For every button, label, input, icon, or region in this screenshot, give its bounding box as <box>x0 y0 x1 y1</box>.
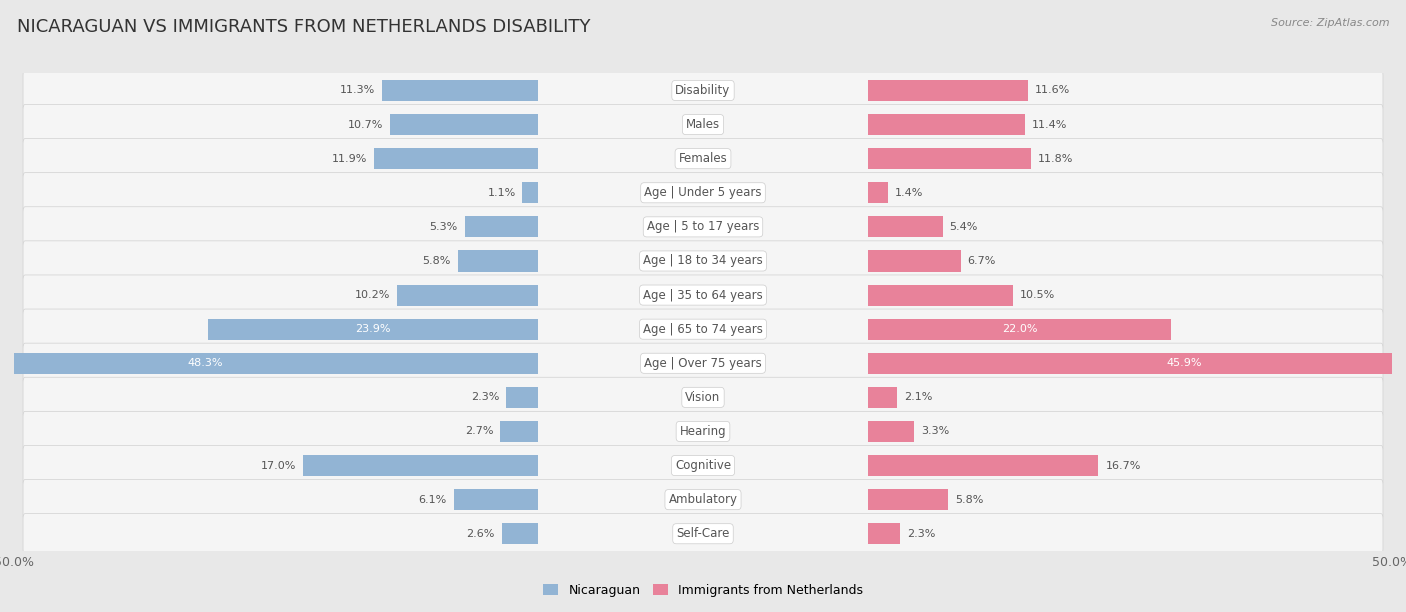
Text: 22.0%: 22.0% <box>1002 324 1038 334</box>
Text: 3.3%: 3.3% <box>921 427 949 436</box>
Text: 10.7%: 10.7% <box>347 119 384 130</box>
Text: 1.4%: 1.4% <box>894 188 922 198</box>
Bar <box>502 523 537 544</box>
Text: 2.3%: 2.3% <box>471 392 499 402</box>
Text: 5.8%: 5.8% <box>422 256 451 266</box>
Text: 10.5%: 10.5% <box>1019 290 1054 300</box>
FancyBboxPatch shape <box>22 70 1384 111</box>
Text: Males: Males <box>686 118 720 131</box>
Bar <box>506 387 537 408</box>
Text: 11.9%: 11.9% <box>332 154 367 163</box>
Bar <box>458 250 537 272</box>
Text: 11.4%: 11.4% <box>1032 119 1067 130</box>
Bar <box>523 182 537 203</box>
FancyBboxPatch shape <box>22 411 1384 452</box>
FancyBboxPatch shape <box>22 309 1384 349</box>
Bar <box>374 148 537 170</box>
Text: 23.9%: 23.9% <box>356 324 391 334</box>
Bar <box>208 319 537 340</box>
Text: Age | Under 5 years: Age | Under 5 years <box>644 186 762 200</box>
Text: 6.7%: 6.7% <box>967 256 995 266</box>
FancyBboxPatch shape <box>22 513 1384 554</box>
FancyBboxPatch shape <box>22 446 1384 486</box>
Text: 45.9%: 45.9% <box>1167 358 1202 368</box>
Legend: Nicaraguan, Immigrants from Netherlands: Nicaraguan, Immigrants from Netherlands <box>538 579 868 602</box>
Bar <box>869 182 887 203</box>
Bar <box>869 319 1171 340</box>
Text: 11.8%: 11.8% <box>1038 154 1073 163</box>
Text: Females: Females <box>679 152 727 165</box>
Bar <box>869 421 914 442</box>
Bar <box>464 216 537 237</box>
Text: Age | 65 to 74 years: Age | 65 to 74 years <box>643 323 763 335</box>
Text: 6.1%: 6.1% <box>419 494 447 505</box>
Text: NICARAGUAN VS IMMIGRANTS FROM NETHERLANDS DISABILITY: NICARAGUAN VS IMMIGRANTS FROM NETHERLAND… <box>17 18 591 36</box>
FancyBboxPatch shape <box>22 105 1384 144</box>
Text: 5.3%: 5.3% <box>429 222 458 232</box>
Bar <box>869 285 1012 305</box>
Text: 16.7%: 16.7% <box>1105 461 1140 471</box>
Text: 2.6%: 2.6% <box>467 529 495 539</box>
Text: 1.1%: 1.1% <box>488 188 516 198</box>
FancyBboxPatch shape <box>22 241 1384 281</box>
Text: 2.3%: 2.3% <box>907 529 935 539</box>
Bar <box>869 216 943 237</box>
Bar <box>869 114 1025 135</box>
Text: Hearing: Hearing <box>679 425 727 438</box>
Text: 48.3%: 48.3% <box>187 358 222 368</box>
Text: 11.3%: 11.3% <box>340 86 375 95</box>
Text: 5.8%: 5.8% <box>955 494 984 505</box>
Bar <box>869 148 1031 170</box>
Text: 17.0%: 17.0% <box>262 461 297 471</box>
Text: 11.6%: 11.6% <box>1035 86 1070 95</box>
Text: Vision: Vision <box>685 391 721 404</box>
FancyBboxPatch shape <box>22 173 1384 213</box>
FancyBboxPatch shape <box>22 480 1384 520</box>
Text: Age | 35 to 64 years: Age | 35 to 64 years <box>643 289 763 302</box>
Bar <box>396 285 537 305</box>
Bar <box>501 421 537 442</box>
Bar <box>869 455 1098 476</box>
Text: Disability: Disability <box>675 84 731 97</box>
Bar <box>304 455 537 476</box>
Bar <box>0 353 537 374</box>
Text: 2.1%: 2.1% <box>904 392 932 402</box>
Text: Source: ZipAtlas.com: Source: ZipAtlas.com <box>1271 18 1389 28</box>
Text: Self-Care: Self-Care <box>676 528 730 540</box>
FancyBboxPatch shape <box>22 275 1384 315</box>
FancyBboxPatch shape <box>22 343 1384 383</box>
Bar <box>869 80 1028 101</box>
FancyBboxPatch shape <box>22 377 1384 417</box>
Bar <box>382 80 537 101</box>
Text: 5.4%: 5.4% <box>949 222 979 232</box>
Bar <box>869 523 900 544</box>
Text: Ambulatory: Ambulatory <box>668 493 738 506</box>
Bar <box>391 114 537 135</box>
Text: 10.2%: 10.2% <box>354 290 391 300</box>
Text: Age | 18 to 34 years: Age | 18 to 34 years <box>643 255 763 267</box>
Text: 2.7%: 2.7% <box>465 427 494 436</box>
Bar <box>869 353 1406 374</box>
FancyBboxPatch shape <box>22 138 1384 179</box>
Bar <box>869 387 897 408</box>
Bar <box>869 250 960 272</box>
FancyBboxPatch shape <box>22 207 1384 247</box>
Text: Age | Over 75 years: Age | Over 75 years <box>644 357 762 370</box>
Bar <box>869 489 948 510</box>
Bar <box>454 489 537 510</box>
Text: Cognitive: Cognitive <box>675 459 731 472</box>
Text: Age | 5 to 17 years: Age | 5 to 17 years <box>647 220 759 233</box>
